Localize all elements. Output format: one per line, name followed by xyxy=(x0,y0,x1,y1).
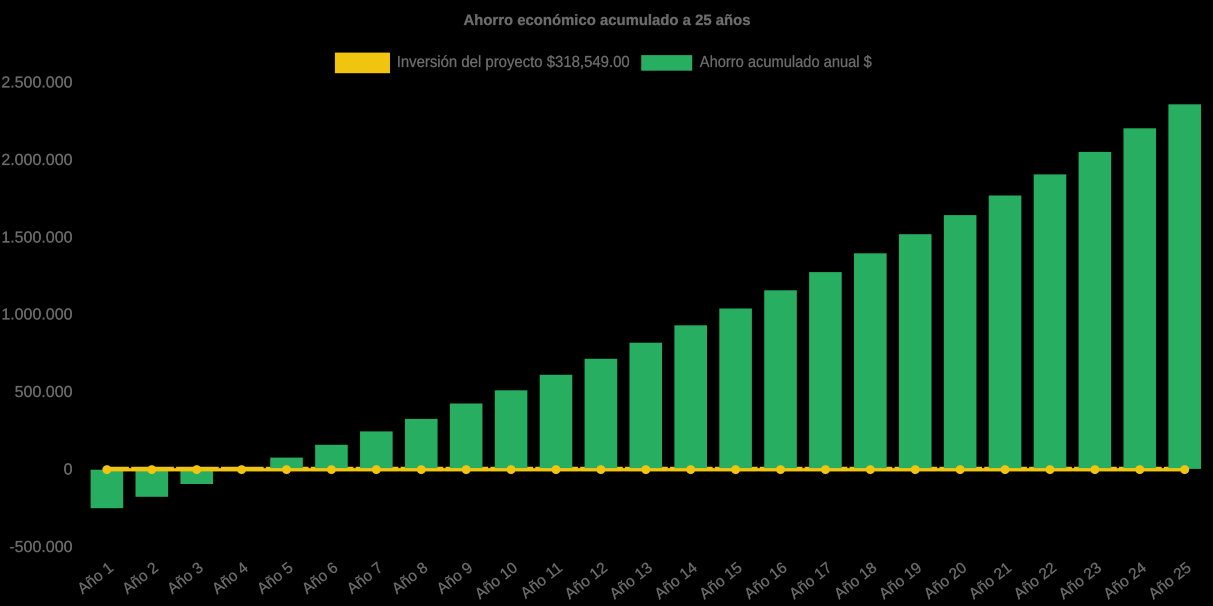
svg-text:500.000: 500.000 xyxy=(15,384,73,401)
svg-text:2.000.000: 2.000.000 xyxy=(1,152,72,169)
svg-text:1.500.000: 1.500.000 xyxy=(1,229,72,246)
svg-text:Ahorro económico acumulado a 2: Ahorro económico acumulado a 25 años xyxy=(464,12,751,29)
svg-text:1.000.000: 1.000.000 xyxy=(1,307,72,324)
svg-text:0: 0 xyxy=(64,461,73,478)
svg-text:Inversión del proyecto $318,54: Inversión del proyecto $318,549.00 xyxy=(397,54,630,71)
svg-text:2.500.000: 2.500.000 xyxy=(1,75,72,92)
svg-text:Ahorro acumulado anual $: Ahorro acumulado anual $ xyxy=(700,54,872,71)
svg-text:-500.000: -500.000 xyxy=(9,539,72,556)
